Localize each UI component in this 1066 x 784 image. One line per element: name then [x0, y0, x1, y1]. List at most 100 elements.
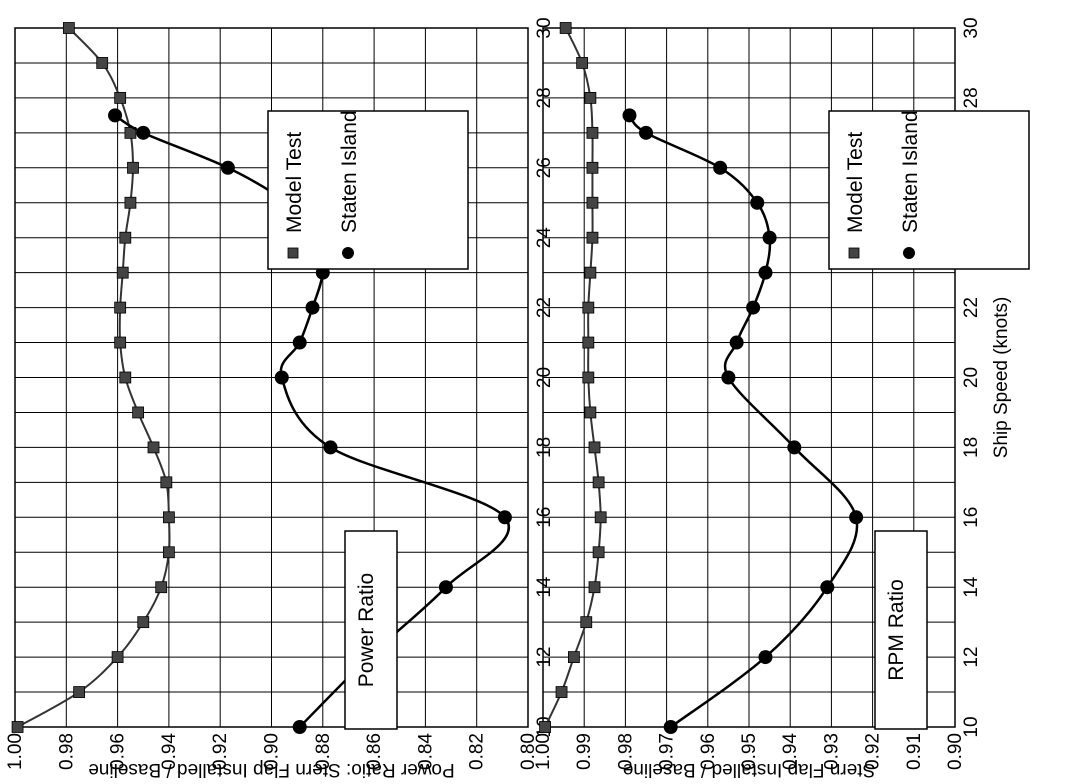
- staten-island-point: [820, 580, 835, 595]
- model-test-point: [584, 92, 597, 104]
- panel-title: Power Ratio: [355, 573, 378, 687]
- model-test-point: [124, 196, 137, 209]
- staten-island-point: [713, 160, 728, 175]
- model-test-point: [162, 546, 175, 559]
- model-test-point: [559, 22, 572, 34]
- model-test-point: [555, 686, 568, 698]
- staten-island-point: [438, 580, 453, 595]
- staten-island-point: [750, 195, 765, 210]
- x-tick-label: 28: [961, 87, 982, 108]
- y-tick-label: 0.98: [615, 733, 636, 770]
- model-test-point: [160, 476, 173, 489]
- x-tick-label: 16: [961, 507, 982, 528]
- model-test-point: [588, 441, 601, 454]
- model-test-point: [586, 196, 599, 209]
- plot-frame: [542, 27, 956, 728]
- panel-title: RPM Ratio: [885, 579, 908, 681]
- model-test-point: [127, 161, 139, 174]
- legend-frame: [267, 110, 469, 270]
- y-tick-label: 0.88: [313, 733, 334, 770]
- staten-island-point: [274, 370, 289, 385]
- staten-island-point: [849, 510, 864, 525]
- legend-frame: [828, 110, 1030, 270]
- model-test-point: [568, 651, 580, 663]
- staten-island-point: [497, 510, 512, 525]
- model-test-point: [114, 301, 127, 314]
- legend-square-icon: [287, 247, 299, 259]
- model-test-point: [586, 126, 599, 139]
- staten-island-point: [622, 108, 637, 123]
- staten-island-point: [729, 335, 744, 350]
- x-tick-label: 22: [961, 297, 982, 318]
- title-frame: [874, 530, 928, 730]
- model-test-point: [119, 371, 132, 384]
- staten-island-point: [136, 125, 151, 140]
- x-tick-label: 20: [961, 367, 982, 388]
- y-tick-label: 0.94: [159, 733, 180, 770]
- y-tick-label: 0.93: [821, 733, 842, 770]
- staten-island-point: [323, 440, 338, 455]
- model-test-point: [592, 546, 605, 559]
- plot-frame: [14, 27, 529, 728]
- legend-entry: Staten Island: [338, 110, 361, 233]
- model-test-point: [114, 336, 127, 349]
- y-tick-label: 1.00: [5, 733, 26, 770]
- staten-island-point: [663, 720, 678, 734]
- y-tick-label: 0.96: [698, 733, 719, 770]
- model-test-point: [162, 511, 175, 524]
- model-test-point: [114, 92, 127, 104]
- model-test-point: [119, 231, 132, 244]
- legend-square-icon: [848, 247, 860, 259]
- x-tick-label: 10: [961, 716, 982, 737]
- y-tick-label: 0.92: [210, 733, 231, 770]
- staten-island-point: [220, 160, 235, 175]
- x-tick-label: 18: [961, 437, 982, 458]
- legend-circle-icon: [342, 247, 354, 259]
- y-tick-label: 0.84: [415, 733, 436, 770]
- legend-entry: Staten Island: [899, 110, 922, 233]
- model-test-point: [576, 57, 589, 69]
- y-tick-label: 0.86: [364, 733, 385, 770]
- legend-entry: Model Test: [283, 132, 306, 233]
- y-tick-label: 0.96: [108, 733, 129, 770]
- y-axis-label: Stern Flap Installed / Baseline: [623, 759, 875, 780]
- model-test-point: [96, 57, 109, 69]
- staten-island-point: [762, 230, 777, 245]
- y-tick-label: 1.00: [533, 733, 554, 770]
- model-test-point: [11, 721, 24, 733]
- staten-island-point: [639, 125, 653, 140]
- model-test-point: [584, 266, 597, 279]
- staten-island-point: [721, 370, 736, 385]
- model-test-point: [586, 231, 599, 244]
- model-test-point: [116, 266, 129, 279]
- y-tick-label: 0.97: [657, 733, 678, 770]
- staten-island-point: [292, 335, 307, 350]
- staten-island-point: [758, 265, 773, 280]
- model-test-point: [594, 511, 607, 524]
- model-test-point: [582, 336, 595, 349]
- panel-rpm: 1.00 0.99 0.98 0.97 0.96 0.95 0.94 0.93 0.92 0.91…: [533, 17, 1030, 784]
- y-tick-label: 0.95: [739, 733, 760, 770]
- staten-island-point: [787, 440, 802, 455]
- model-test-point: [582, 301, 595, 314]
- y-tick-label: 0.99: [574, 733, 595, 770]
- y-tick-label: 0.94: [780, 733, 801, 770]
- legend-circle-icon: [903, 247, 915, 259]
- y-axis-label: Power Ratio: Stern Flap Installed / Base…: [88, 759, 454, 780]
- y-tick-label: 0.90: [945, 733, 966, 770]
- rotated-chart-group: 1.00 0.98 0.96 0.94 0.92 0.90 0.88 0.86 0.84 0.82…: [5, 17, 1030, 784]
- staten-island-point: [305, 300, 320, 315]
- staten-island-point: [292, 720, 307, 734]
- staten-island-point: [108, 108, 123, 123]
- x-tick-label: 14: [961, 576, 982, 598]
- panel-title-box: RPM Ratio: [874, 530, 928, 730]
- y-tick-label: 0.90: [262, 733, 283, 770]
- y-tick-label: 0.80: [518, 733, 539, 770]
- y-tick-label: 0.98: [56, 733, 77, 770]
- panel-title-box: Power Ratio: [344, 530, 398, 730]
- model-test-point: [582, 371, 595, 384]
- staten-island-point: [758, 650, 773, 665]
- staten-island-point: [746, 300, 761, 315]
- y-tick-label: 0.82: [467, 733, 488, 770]
